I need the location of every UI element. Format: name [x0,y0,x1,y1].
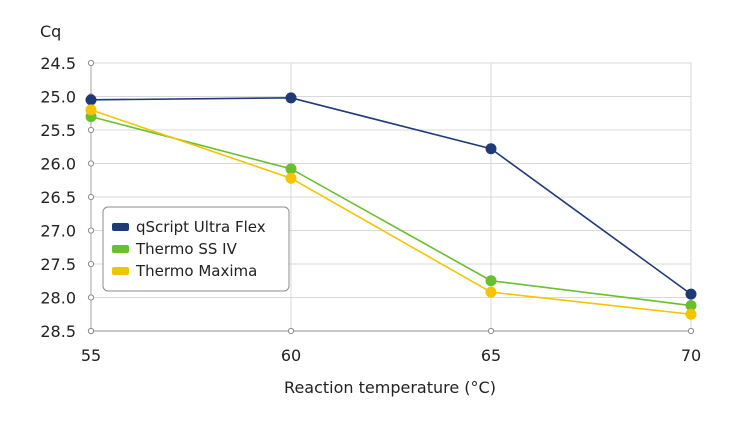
y-tick-marker [87,260,95,268]
data-point [485,286,497,298]
data-point [485,143,497,155]
x-tick-marker [87,327,95,335]
y-tick-label: 27.0 [40,222,76,241]
x-tick-label: 65 [481,346,501,365]
data-point [685,288,697,300]
data-point [85,104,97,116]
x-tick-label: 55 [81,346,101,365]
data-point [285,92,297,104]
x-axis-title: Reaction temperature (°C) [284,378,496,397]
x-tick-label: 60 [281,346,301,365]
y-tick-label: 25.0 [40,88,76,107]
data-point [685,300,697,312]
y-tick-marker [87,193,95,201]
legend-swatch [112,245,129,253]
y-tick-marker [87,294,95,301]
y-tick-label: 28.0 [40,289,76,308]
y-tick-label: 28.5 [40,322,76,341]
x-tick-marker [687,327,695,335]
legend-swatch [112,267,129,275]
legend-label: qScript Ultra Flex [136,218,266,236]
legend-box [102,206,290,292]
series-group [85,92,697,320]
data-point [285,172,297,184]
data-point [285,163,297,175]
data-point [85,94,97,106]
legend-label: Thermo Maxima [135,262,257,280]
y-tick-marker [87,126,95,134]
legend-label: Thermo SS IV [135,240,238,258]
y-tick-marker [87,160,95,167]
series-line [90,109,692,316]
x-tick-marker [487,327,495,335]
x-tick-label: 70 [681,346,701,365]
y-tick-label: 26.0 [40,155,76,174]
y-tick-label: 25.5 [40,121,76,140]
axes: 24.5 25.0 25.5 26.0 26.5 27.0 27.5 28.0 28.5 55 60… [40,54,701,365]
data-point [685,308,697,320]
legend: qScript Ultra Flex Thermo SS IV Thermo Max… [102,206,290,292]
x-tick-marker [287,327,295,335]
y-tick-marker [87,227,95,234]
y-tick-label: 27.5 [40,255,76,274]
y-tick-label: 24.5 [40,54,76,73]
y-tick-marker [87,59,95,67]
y-axis-title: Cq [40,22,61,41]
y-tick-label: 26.5 [40,188,76,207]
series-line [90,115,692,307]
series-line [90,97,692,295]
data-point [485,275,497,287]
legend-swatch [112,223,129,231]
